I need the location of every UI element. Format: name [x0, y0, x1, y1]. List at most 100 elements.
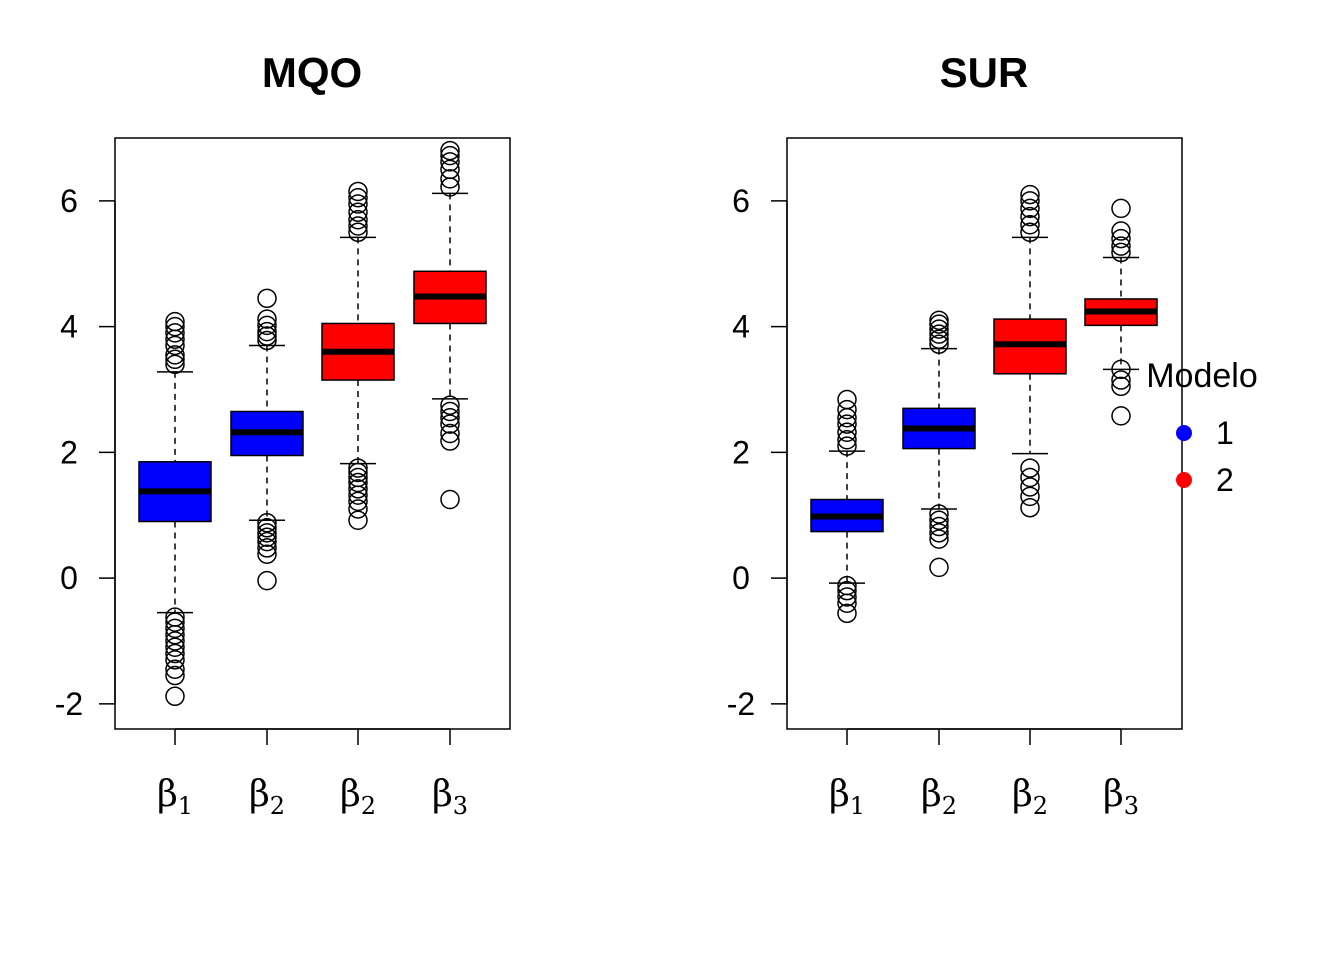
outlier-point	[165, 618, 185, 639]
outlier-point	[165, 686, 185, 707]
outlier-point	[165, 631, 185, 651]
outlier-point	[1020, 198, 1040, 219]
outlier-point	[1111, 198, 1131, 219]
y-tick-label: 4	[732, 309, 750, 345]
outlier-point	[929, 557, 949, 578]
outlier-point	[165, 607, 185, 627]
category-symbol: β	[829, 774, 850, 815]
outlier-point	[257, 321, 277, 342]
category-subscript: 2	[1033, 792, 1048, 820]
legend-label: 2	[1216, 462, 1234, 498]
y-tick-label: -2	[727, 686, 755, 722]
outlier-point	[165, 323, 185, 343]
chart-title: MQO	[262, 49, 362, 96]
outlier-point	[929, 324, 949, 344]
outlier-point	[440, 159, 460, 180]
category-subscript: 2	[942, 792, 957, 820]
outlier-point	[1020, 497, 1040, 518]
outlier-point	[165, 311, 185, 332]
outlier-point	[257, 538, 277, 558]
category-symbol: β	[1012, 774, 1033, 815]
outlier-point	[837, 399, 857, 420]
category-subscript: 3	[1124, 792, 1139, 820]
outlier-point	[165, 335, 185, 356]
outlier-point	[1111, 406, 1131, 426]
boxplot-2	[902, 310, 976, 578]
y-tick-label: 0	[732, 560, 750, 596]
outlier-point	[257, 513, 277, 533]
category-symbol: β	[921, 774, 942, 815]
category-symbol: β	[1103, 774, 1124, 815]
outlier-point	[165, 643, 185, 664]
category-subscript: 2	[270, 792, 285, 820]
category-subscript: 2	[361, 792, 376, 820]
y-tick-label: 0	[60, 560, 78, 596]
outlier-point	[929, 529, 949, 549]
legend-title: Modelo	[1146, 357, 1258, 395]
outlier-point	[257, 315, 277, 336]
boxplot-3	[993, 184, 1067, 518]
outlier-point	[440, 140, 460, 161]
y-tick-label: 6	[732, 183, 750, 219]
outlier-point	[1020, 215, 1040, 235]
category-symbol: β	[432, 774, 453, 815]
outlier-point	[348, 222, 368, 243]
boxplot-1	[810, 389, 884, 624]
outlier-point	[348, 209, 368, 230]
outlier-point	[837, 587, 857, 607]
outlier-point	[929, 504, 949, 524]
outlier-point	[348, 491, 368, 512]
outlier-point	[837, 603, 857, 624]
outlier-point	[1020, 458, 1040, 478]
outlier-point	[837, 422, 857, 442]
outlier-point	[440, 169, 460, 189]
outlier-point	[1111, 242, 1131, 263]
outlier-point	[440, 152, 460, 172]
outlier-point	[257, 518, 277, 538]
outlier-point	[440, 145, 460, 166]
outlier-point	[348, 462, 368, 483]
outlier-point	[348, 510, 368, 531]
category-subscript: 3	[453, 792, 468, 820]
outlier-point	[440, 408, 460, 428]
outlier-point	[257, 326, 277, 346]
outlier-point	[929, 523, 949, 543]
x-tick-label: β1	[157, 774, 193, 820]
chart-title: SUR	[940, 49, 1029, 96]
outlier-point	[929, 329, 949, 349]
outlier-point	[929, 334, 949, 354]
legend-marker	[1176, 472, 1192, 488]
outlier-point	[1020, 477, 1040, 497]
outlier-point	[837, 389, 857, 410]
outlier-point	[1111, 376, 1131, 397]
legend-label: 1	[1216, 415, 1234, 451]
outlier-point	[1020, 206, 1040, 227]
y-tick-label: 2	[60, 434, 78, 470]
outlier-point	[257, 330, 277, 351]
outlier-point	[165, 665, 185, 686]
boxplot-3	[321, 181, 395, 531]
outlier-point	[165, 316, 185, 337]
outlier-point	[348, 216, 368, 236]
outlier-point	[1111, 359, 1131, 380]
legend-marker	[1176, 425, 1192, 441]
outlier-point	[837, 430, 857, 450]
outlier-point	[1020, 191, 1040, 211]
outlier-point	[440, 414, 460, 434]
x-tick-label: β1	[829, 774, 865, 820]
outlier-point	[165, 354, 185, 375]
boxplot-4	[1084, 198, 1158, 426]
outlier-point	[257, 531, 277, 552]
x-tick-label: β2	[340, 774, 376, 820]
outlier-point	[1111, 370, 1131, 390]
outlier-point	[440, 395, 460, 415]
x-tick-label: β2	[1012, 774, 1048, 820]
outlier-point	[440, 489, 460, 510]
y-tick-label: 4	[60, 309, 78, 345]
outlier-point	[257, 523, 277, 543]
outlier-point	[348, 202, 368, 222]
y-tick-label: 2	[732, 434, 750, 470]
outlier-point	[1020, 467, 1040, 488]
